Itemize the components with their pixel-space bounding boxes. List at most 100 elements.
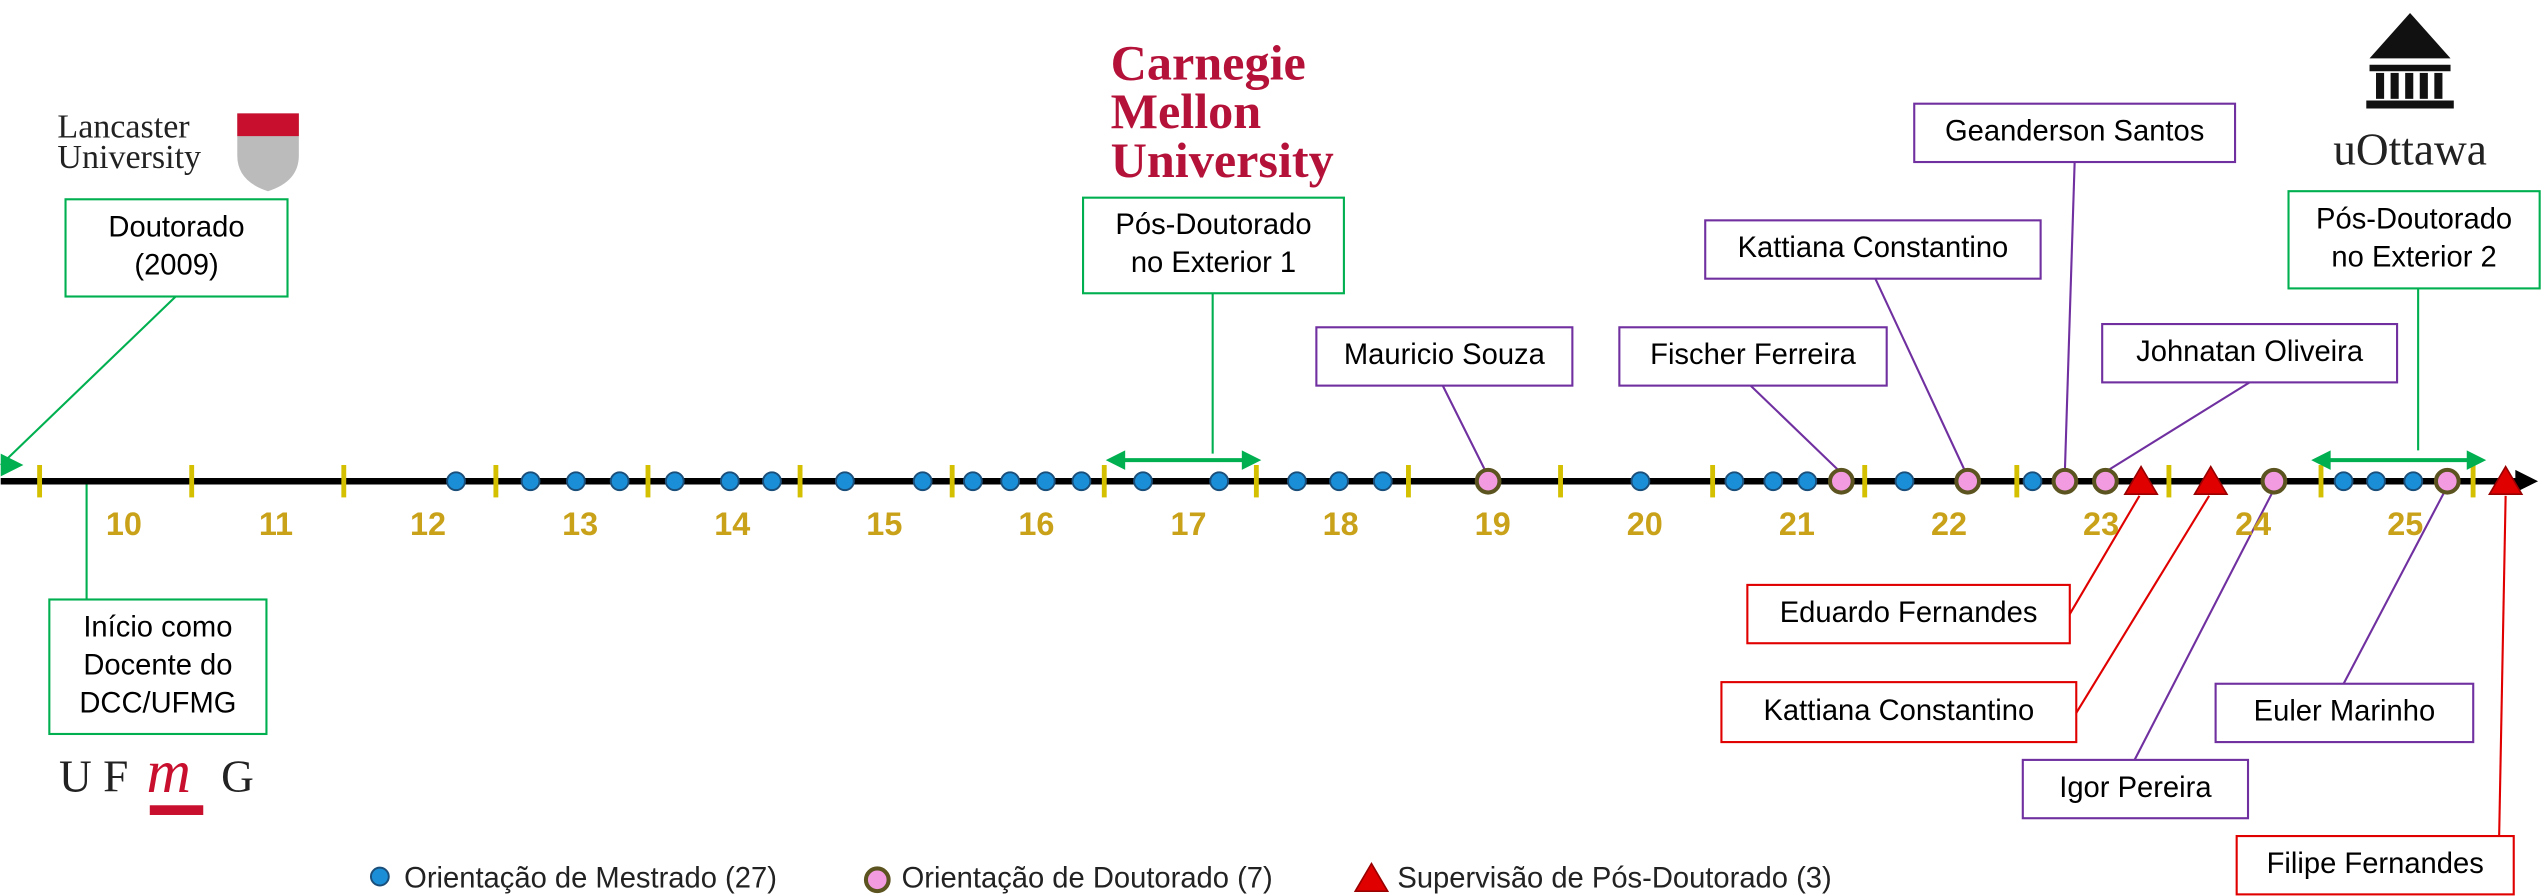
- connector: [1874, 278, 1966, 471]
- masters-marker: [2022, 471, 2043, 492]
- logo-text: m: [147, 738, 191, 806]
- legend-marker: [863, 866, 891, 894]
- masters-marker: [520, 471, 541, 492]
- masters-marker: [912, 471, 933, 492]
- connector: [0, 295, 177, 466]
- logo-column: [2390, 72, 2399, 99]
- legend-label: Orientação de Doutorado (7): [902, 863, 1273, 895]
- postdoc-box: [2235, 834, 2515, 896]
- legend-marker: [369, 866, 390, 887]
- year-label: 14: [714, 506, 750, 542]
- phd-marker: [1954, 467, 1982, 495]
- year-label: 12: [410, 506, 446, 542]
- postdoc-box-text: Kattiana Constantino: [1763, 695, 2034, 727]
- phd-box: [2214, 682, 2475, 744]
- milestone-box: [64, 198, 289, 298]
- postdoc-box: [1720, 681, 2078, 744]
- masters-marker: [1035, 471, 1056, 492]
- milestone-box-text: no Exterior 2: [2331, 242, 2496, 274]
- masters-marker: [762, 471, 782, 492]
- logo-column: [2405, 72, 2414, 99]
- masters-marker: [1329, 471, 1349, 492]
- logo-column: [2376, 72, 2385, 99]
- axis-arrow: [2515, 469, 2539, 493]
- phd-box-text: Geanderson Santos: [1945, 116, 2204, 148]
- phd-box: [1913, 102, 2237, 164]
- logo-text: Mellon: [1111, 83, 1262, 139]
- milestone-box-text: DCC/UFMG: [79, 688, 236, 720]
- masters-marker: [2366, 471, 2386, 492]
- masters-marker: [2333, 471, 2354, 492]
- year-label: 19: [1475, 506, 1511, 542]
- stay-arrow-head: [1105, 450, 1262, 470]
- phd-box-text: Johnatan Oliveira: [2136, 336, 2364, 368]
- phd-box: [1704, 219, 2042, 280]
- year-label: 25: [2387, 506, 2423, 542]
- phd-box-text: Fischer Ferreira: [1650, 339, 1857, 371]
- phd-box: [2101, 322, 2399, 384]
- masters-marker: [566, 471, 586, 492]
- milestone-box-text: Doutorado: [108, 212, 244, 244]
- connector: [2342, 492, 2445, 685]
- connector: [1441, 385, 1486, 471]
- milestone-box: [48, 598, 268, 736]
- masters-marker: [1209, 471, 1230, 492]
- milestone-box-text: Docente do: [83, 649, 232, 681]
- phd-marker: [2260, 467, 2288, 495]
- phd-marker: [1827, 467, 1855, 495]
- phd-box: [1315, 326, 1574, 387]
- postdoc-marker: [2193, 465, 2229, 495]
- milestone-box-text: Pós-Doutorado: [1115, 209, 1311, 241]
- masters-marker: [609, 471, 630, 492]
- postdoc-box-text: Eduardo Fernandes: [1780, 597, 2038, 629]
- year-label: 16: [1018, 506, 1054, 542]
- masters-marker: [834, 471, 855, 492]
- milestone-box-text: Pós-Doutorado: [2316, 203, 2512, 235]
- year-label: 13: [562, 506, 598, 542]
- connector: [1749, 384, 1839, 471]
- logo-column: [2419, 72, 2428, 99]
- stay-arrow-head: [2311, 450, 2487, 470]
- masters-marker: [1133, 471, 1153, 492]
- logo-text: University: [1111, 132, 1334, 188]
- connector: [2133, 492, 2274, 761]
- milestone-box-text: no Exterior 1: [1131, 247, 1296, 279]
- phd-marker: [2433, 467, 2461, 495]
- masters-marker: [1724, 471, 1745, 492]
- masters-marker: [1763, 471, 1784, 492]
- phd-marker: [2051, 467, 2079, 495]
- masters-marker: [1894, 471, 1915, 492]
- year-label: 21: [1779, 506, 1815, 542]
- year-label: 17: [1170, 506, 1206, 542]
- logo-text: Lancaster: [57, 108, 190, 145]
- milestone-box-text: Início como: [83, 611, 232, 643]
- year-label: 18: [1323, 506, 1359, 542]
- year-label: 20: [1627, 506, 1663, 542]
- masters-marker: [719, 471, 740, 492]
- postdoc-box-text: Filipe Fernandes: [2267, 848, 2484, 880]
- year-label: 22: [1931, 506, 1967, 542]
- phd-box-text: Euler Marinho: [2254, 696, 2436, 728]
- legend-label: Orientação de Mestrado (27): [404, 863, 777, 895]
- masters-marker: [2403, 471, 2424, 492]
- year-label: 15: [866, 506, 902, 542]
- milestone-box-text: (2009): [134, 250, 218, 282]
- masters-marker: [1287, 471, 1307, 492]
- connector: [2068, 495, 2141, 615]
- phd-box-text: Kattiana Constantino: [1738, 232, 2009, 264]
- legend-marker: [1353, 861, 1390, 892]
- postdoc-marker: [2488, 465, 2524, 495]
- logo-text: G: [221, 751, 254, 801]
- connector: [2108, 381, 2251, 471]
- masters-marker: [446, 471, 466, 492]
- connector: [2075, 495, 2211, 714]
- phd-box-text: Mauricio Souza: [1344, 339, 1546, 371]
- masters-marker: [1000, 471, 1021, 492]
- logo-text: U F: [59, 751, 128, 801]
- postdoc-marker: [2123, 465, 2159, 495]
- masters-marker: [1372, 471, 1393, 492]
- year-label: 10: [106, 506, 142, 542]
- masters-marker: [1071, 471, 1092, 492]
